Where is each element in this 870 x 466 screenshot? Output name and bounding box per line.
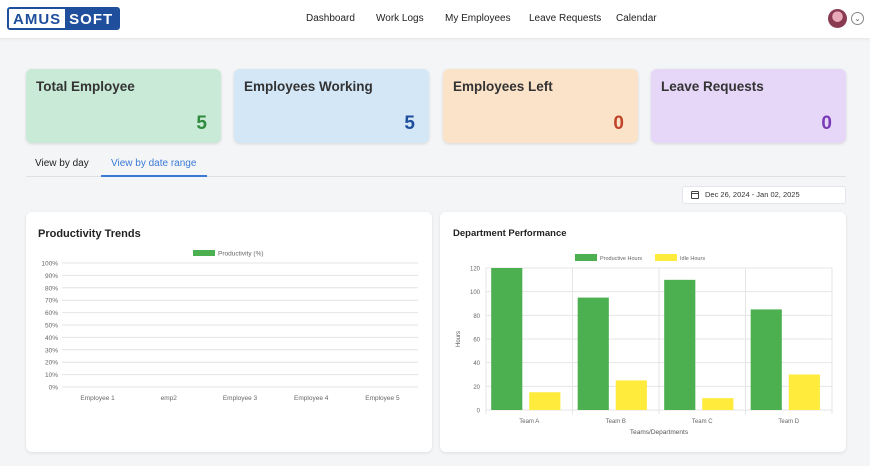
y-tick-label: 30% [45, 347, 58, 354]
bar-productive-hours [664, 279, 696, 410]
stat-card-value: 5 [196, 113, 207, 134]
nav-work-logs[interactable]: Work Logs [376, 13, 424, 24]
tab-view-by-day[interactable]: View by day [35, 158, 89, 169]
top-navbar: AMUS SOFT Dashboard Work Logs My Employe… [0, 0, 870, 38]
calendar-icon [691, 191, 699, 199]
x-tick-label: Employee 5 [365, 395, 400, 402]
stat-card-value: 0 [821, 113, 832, 134]
productivity-trends-panel: Productivity Trends 100% 90% 80% 70% 60% 50% 4… [26, 212, 432, 452]
y-tick-label: 120 [470, 267, 481, 273]
y-tick-label: 80% [45, 285, 58, 292]
department-performance-panel: Department Performance 120 100 80 60 40 20 0 Pr… [440, 212, 846, 452]
x-tick-label: Employee 1 [80, 395, 115, 402]
x-tick-label: Team B [606, 419, 626, 425]
legend-label: Productivity (%) [218, 251, 264, 258]
chevron-down-icon[interactable]: ⌄ [851, 12, 864, 25]
bar-idle-hours [788, 374, 820, 410]
x-tick-label: Team D [778, 419, 799, 425]
y-tick-label: 20% [45, 360, 58, 367]
x-axis-title: Teams/Departments [630, 429, 689, 436]
x-tick-label: Team A [519, 419, 539, 425]
bar-productive-hours [577, 297, 609, 410]
y-tick-label: 100 [470, 290, 481, 296]
stat-card-title: Total Employee [36, 79, 135, 94]
productivity-chart: 100% 90% 80% 70% 60% 50% 40% 30% 20% 10% 0% Product… [41, 250, 418, 402]
chart-title: Productivity Trends [38, 228, 141, 240]
stat-card-title: Employees Left [453, 79, 553, 94]
nav-my-employees[interactable]: My Employees [445, 13, 511, 24]
y-tick-label: 50% [45, 323, 58, 330]
y-tick-label: 40% [45, 335, 58, 342]
y-tick-label: 10% [45, 372, 58, 379]
brand-logo[interactable]: AMUS SOFT [7, 7, 121, 30]
stat-card-value: 5 [404, 113, 415, 134]
stat-card-title: Leave Requests [661, 79, 764, 94]
y-tick-label: 60% [45, 310, 58, 317]
bar-idle-hours [702, 398, 734, 410]
y-tick-label: 0 [477, 409, 481, 415]
tab-active-indicator [101, 175, 207, 177]
bar-productive-hours [491, 268, 523, 410]
x-tick-label: Employee 4 [294, 395, 329, 402]
date-range-text: Dec 26, 2024 - Jan 02, 2025 [705, 190, 800, 199]
y-tick-label: 70% [45, 298, 58, 305]
legend-label: Productive Hours [600, 256, 642, 262]
y-tick-label: 80 [473, 314, 480, 320]
nav-dashboard[interactable]: Dashboard [306, 13, 355, 24]
brand-logo-part2: SOFT [65, 9, 119, 28]
y-tick-label: 60 [473, 338, 480, 344]
department-chart: 120 100 80 60 40 20 0 Productive Hours Idle Hour… [456, 254, 833, 436]
x-tick-label: emp2 [161, 395, 178, 402]
legend-swatch [575, 254, 597, 261]
stat-card-employees-working: Employees Working 5 [234, 69, 429, 143]
bar-idle-hours [615, 380, 647, 410]
nav-leave-requests[interactable]: Leave Requests [529, 13, 602, 24]
legend-swatch [193, 250, 215, 256]
stat-card-value: 0 [613, 113, 624, 134]
nav-calendar[interactable]: Calendar [616, 13, 657, 24]
x-tick-label: Team C [692, 419, 713, 425]
y-tick-label: 20 [473, 385, 480, 391]
legend-swatch [655, 254, 677, 261]
brand-logo-part1: AMUS [9, 9, 66, 28]
y-axis-title: Hours [456, 331, 462, 347]
stat-card-employees-left: Employees Left 0 [443, 69, 638, 143]
stat-card-total-employee: Total Employee 5 [26, 69, 221, 143]
date-range-picker[interactable]: Dec 26, 2024 - Jan 02, 2025 [682, 186, 846, 204]
bar-idle-hours [529, 392, 561, 410]
stat-card-title: Employees Working [244, 79, 373, 94]
chart-title: Department Performance [453, 228, 567, 239]
y-tick-label: 40 [473, 361, 480, 367]
user-avatar[interactable] [828, 9, 847, 28]
tab-view-by-date-range[interactable]: View by date range [111, 158, 197, 169]
y-tick-label: 90% [45, 273, 58, 280]
bar-productive-hours [750, 309, 782, 410]
y-tick-label: 0% [49, 385, 59, 392]
legend-label: Idle Hours [680, 256, 705, 262]
y-tick-label: 100% [41, 261, 58, 268]
stat-card-leave-requests: Leave Requests 0 [651, 69, 846, 143]
x-tick-label: Employee 3 [223, 395, 258, 402]
tab-divider [26, 176, 846, 177]
